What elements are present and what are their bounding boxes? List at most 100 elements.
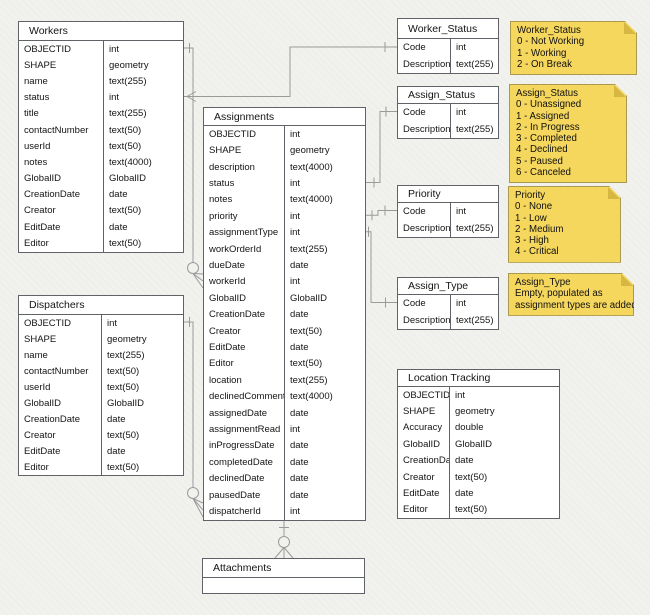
connector-assignments-status--assign-status-code bbox=[366, 106, 397, 188]
table-workers[interactable]: Workers OBJECTID int SHAPE geometry name text(… bbox=[18, 21, 184, 253]
field-type: int bbox=[455, 389, 466, 401]
field-row: assignmentRead int bbox=[204, 421, 365, 437]
field-type: date bbox=[455, 455, 474, 467]
field-name: contactNumber bbox=[24, 365, 89, 377]
field-row: contactNumber text(50) bbox=[19, 122, 183, 138]
field-type: GlobalID bbox=[107, 397, 144, 409]
field-type: int bbox=[456, 298, 467, 309]
field-row: Creator text(50) bbox=[19, 427, 183, 443]
field-name: SHAPE bbox=[403, 406, 436, 418]
connector-line bbox=[274, 547, 285, 559]
field-name: declinedComment bbox=[209, 391, 284, 403]
note-text-line: 2 - On Break bbox=[517, 58, 572, 70]
field-name: CreationDate bbox=[403, 455, 449, 467]
field-name: OBJECTID bbox=[24, 43, 71, 55]
field-row: title text(255) bbox=[19, 106, 183, 122]
field-type: date bbox=[290, 440, 309, 452]
field-row: SHAPE geometry bbox=[19, 331, 183, 347]
field-name: EditDate bbox=[209, 341, 246, 353]
table-assignments[interactable]: Assignments OBJECTID int SHAPE geometry descr… bbox=[203, 107, 366, 522]
note-text-line: 4 - Declined bbox=[516, 144, 568, 156]
field-type: date bbox=[290, 309, 309, 321]
field-name: CreationDate bbox=[24, 413, 80, 425]
field-type: text(255) bbox=[456, 124, 494, 135]
table-title-worker-status: Worker_Status bbox=[398, 19, 498, 39]
table-attachments[interactable]: Attachments bbox=[202, 558, 365, 594]
field-type: date bbox=[107, 413, 126, 425]
field-type: text(50) bbox=[455, 504, 488, 516]
field-row: Creator text(50) bbox=[398, 469, 559, 485]
field-type: date bbox=[290, 473, 309, 485]
field-type: GlobalID bbox=[455, 438, 492, 450]
connector-line bbox=[192, 273, 204, 289]
field-name: status bbox=[24, 92, 50, 104]
field-name: Code bbox=[403, 42, 426, 53]
table-worker-status[interactable]: Worker_Status Code int Description text(255) bbox=[397, 18, 499, 74]
note-text-line: Assign_Type bbox=[515, 277, 571, 288]
field-name: SHAPE bbox=[24, 59, 57, 71]
column-divider bbox=[450, 39, 451, 73]
field-type: double bbox=[455, 422, 484, 434]
connector-assignments-assignmenttype--assign-type-code bbox=[366, 226, 397, 308]
field-row: Code int bbox=[398, 39, 498, 56]
column-divider bbox=[101, 315, 102, 475]
note-text-line: 0 - Unassigned bbox=[516, 99, 582, 111]
connector-line bbox=[192, 498, 204, 511]
field-name: contactNumber bbox=[24, 124, 89, 136]
table-title-location-tracking: Location Tracking bbox=[398, 370, 559, 387]
field-row: CreationDate date bbox=[19, 187, 183, 203]
field-row: userId text(50) bbox=[19, 138, 183, 154]
field-row: OBJECTID int bbox=[204, 126, 365, 142]
cardinality-zero-circle bbox=[187, 262, 199, 274]
field-name: pausedDate bbox=[209, 489, 261, 501]
column-divider bbox=[449, 387, 450, 519]
field-row: SHAPE geometry bbox=[398, 403, 559, 419]
worker-status-note[interactable]: Worker_Status 0 - Not Working 1 - Working 2… bbox=[510, 21, 637, 75]
connector-line bbox=[184, 47, 194, 263]
field-row: contactNumber text(50) bbox=[19, 363, 183, 379]
table-assign-type[interactable]: Assign_Type Code int Description text(255) bbox=[397, 277, 499, 330]
field-name: workOrderId bbox=[209, 243, 262, 255]
assign-status-note[interactable]: Assign_Status 0 - Unassigned 1 - Assigned 2… bbox=[509, 84, 627, 183]
note-text-line: Priority bbox=[515, 190, 546, 201]
field-name: GlobalID bbox=[403, 438, 440, 450]
field-row: SHAPE geometry bbox=[204, 142, 365, 158]
table-priority[interactable]: Priority Code int Description text(255) bbox=[397, 185, 499, 238]
note-text-line: assignment types are added bbox=[515, 299, 637, 311]
table-location-tracking[interactable]: Location Tracking OBJECTID int SHAPE geometr… bbox=[397, 369, 560, 520]
connector-line bbox=[366, 210, 397, 216]
field-row: OBJECTID int bbox=[19, 315, 183, 331]
connector-line bbox=[283, 547, 294, 559]
field-row: pausedDate date bbox=[204, 487, 365, 503]
field-row: workerId int bbox=[204, 274, 365, 290]
field-name: OBJECTID bbox=[209, 128, 256, 140]
table-body-priority: Code int Description text(255) bbox=[398, 203, 498, 237]
table-body-attachments bbox=[203, 578, 364, 593]
field-type: date bbox=[290, 456, 309, 468]
note-text-line: 6 - Canceled bbox=[516, 167, 571, 179]
field-row: GlobalID GlobalID bbox=[19, 171, 183, 187]
field-name: title bbox=[24, 108, 39, 120]
field-name: Creator bbox=[24, 205, 56, 217]
table-assign-status[interactable]: Assign_Status Code int Description text(255) bbox=[397, 86, 499, 139]
field-name: name bbox=[24, 75, 48, 87]
priority-note[interactable]: Priority 0 - None 1 - Low 2 - Medium 3 - Hig… bbox=[508, 186, 621, 263]
field-type: text(255) bbox=[109, 108, 147, 120]
field-row: userId text(50) bbox=[19, 379, 183, 395]
assign-type-note[interactable]: Assign_Type Empty, populated as assignment… bbox=[508, 273, 634, 316]
table-dispatchers[interactable]: Dispatchers OBJECTID int SHAPE geometry name t… bbox=[18, 295, 184, 476]
field-row: workOrderId text(255) bbox=[204, 241, 365, 257]
field-name: Code bbox=[403, 206, 426, 217]
connector-line bbox=[184, 321, 194, 488]
field-name: workerId bbox=[209, 276, 246, 288]
field-name: completedDate bbox=[209, 456, 273, 468]
field-type: int bbox=[290, 424, 301, 436]
field-name: Creator bbox=[24, 429, 56, 441]
table-title-dispatchers: Dispatchers bbox=[19, 296, 183, 315]
field-name: Editor bbox=[24, 237, 49, 249]
field-type: geometry bbox=[455, 406, 495, 418]
field-name: status bbox=[209, 177, 235, 189]
field-row: OBJECTID int bbox=[19, 41, 183, 57]
field-row: EditDate date bbox=[204, 339, 365, 355]
